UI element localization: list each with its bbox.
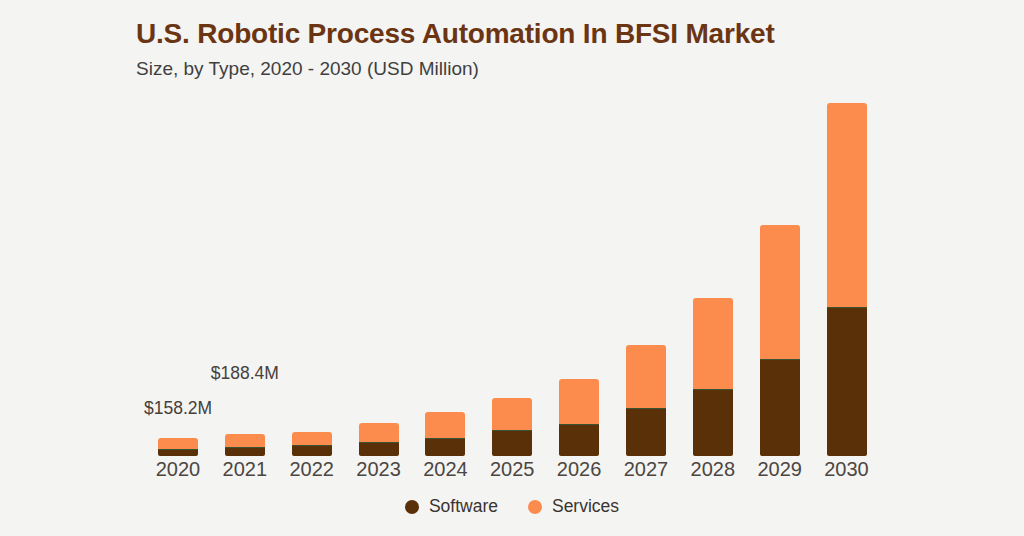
x-axis-label-2024: 2024 xyxy=(409,458,481,481)
bar-2024-services-segment xyxy=(425,412,465,439)
legend-item-services: Services xyxy=(528,496,619,517)
bar-2026 xyxy=(559,379,599,457)
chart-legend: Software Services xyxy=(0,496,1024,517)
bar-2027-services-segment xyxy=(626,345,666,407)
bar-2023 xyxy=(359,423,399,456)
x-axis-label-2026: 2026 xyxy=(543,458,615,481)
x-axis-label-2027: 2027 xyxy=(610,458,682,481)
bar-2022-software-segment xyxy=(292,445,332,456)
bar-2028-software-segment xyxy=(693,389,733,456)
annotation-total-2021: $188.4M xyxy=(211,363,279,384)
x-axis-label-2022: 2022 xyxy=(276,458,348,481)
bar-2024 xyxy=(425,412,465,456)
bar-2026-software-segment xyxy=(559,424,599,456)
bar-2030 xyxy=(827,103,867,456)
annotation-total-2020: $158.2M xyxy=(144,398,212,419)
bar-2023-services-segment xyxy=(359,423,399,443)
bar-2022-services-segment xyxy=(292,432,332,446)
bar-2029-software-segment xyxy=(760,359,800,456)
bar-2020-software-segment xyxy=(158,449,198,456)
bar-2030-software-segment xyxy=(827,307,867,456)
bar-2027 xyxy=(626,345,666,456)
x-axis-label-2029: 2029 xyxy=(744,458,816,481)
x-axis-label-2030: 2030 xyxy=(811,458,883,481)
chart-area: 2020202120222023202420252026202720282029… xyxy=(0,0,1024,536)
bar-2025 xyxy=(492,398,532,456)
bar-2020 xyxy=(158,438,198,456)
bar-2026-services-segment xyxy=(559,379,599,424)
bar-2029 xyxy=(760,225,800,456)
bar-2021 xyxy=(225,434,265,456)
bar-2020-services-segment xyxy=(158,438,198,449)
bar-2027-software-segment xyxy=(626,408,666,456)
bar-2029-services-segment xyxy=(760,225,800,359)
bar-2028-services-segment xyxy=(693,298,733,389)
x-axis-label-2021: 2021 xyxy=(209,458,281,481)
bar-2021-services-segment xyxy=(225,434,265,447)
bar-2024-software-segment xyxy=(425,438,465,456)
x-axis-label-2020: 2020 xyxy=(142,458,214,481)
bar-2022 xyxy=(292,432,332,456)
bar-2025-services-segment xyxy=(492,398,532,429)
bar-2023-software-segment xyxy=(359,442,399,456)
legend-swatch-services-icon xyxy=(528,500,542,514)
legend-swatch-software-icon xyxy=(405,500,419,514)
x-axis-label-2025: 2025 xyxy=(476,458,548,481)
legend-label-software: Software xyxy=(429,496,498,517)
bar-2028 xyxy=(693,298,733,456)
bar-2021-software-segment xyxy=(225,447,265,456)
bar-2030-services-segment xyxy=(827,103,867,307)
x-axis-label-2028: 2028 xyxy=(677,458,749,481)
bar-2025-software-segment xyxy=(492,430,532,456)
legend-item-software: Software xyxy=(405,496,498,517)
legend-label-services: Services xyxy=(552,496,619,517)
x-axis-label-2023: 2023 xyxy=(343,458,415,481)
